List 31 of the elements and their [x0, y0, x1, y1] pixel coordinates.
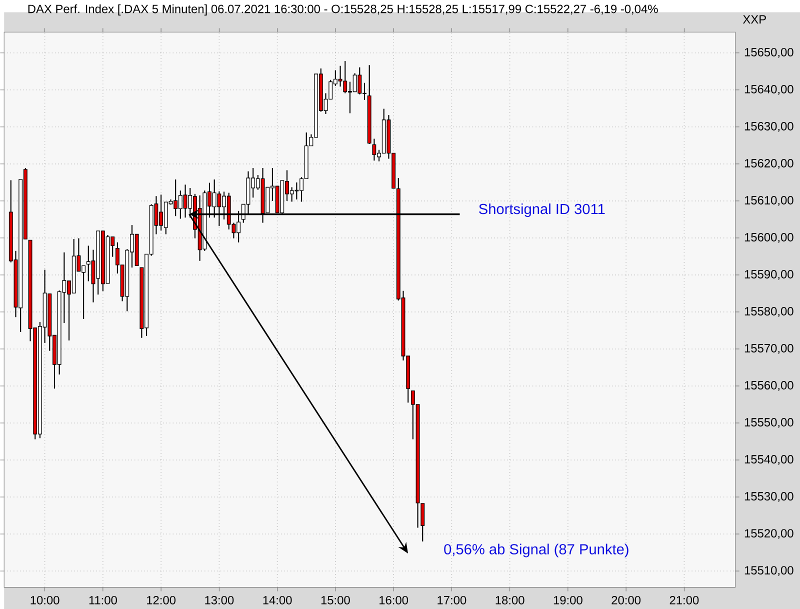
y-tick-label: 15610,00	[744, 196, 794, 206]
x-tick-label: 17:00	[438, 596, 466, 604]
chart-title: DAX Perf. Index [.DAX 5 Minuten] 06.07.2021 16:30:00 - O:15528,25 H:15528,25 L:15517,99 C:15522,27 -6,19 -0,04%	[28, 4, 658, 16]
x-tick-label: 16:00	[380, 596, 408, 604]
y-tick-label: 15630,00	[744, 122, 794, 132]
y-tick-label: 15540,00	[744, 454, 794, 465]
y-tick-label: 15620,00	[744, 158, 794, 169]
y-tick-label: 15570,00	[744, 344, 794, 354]
x-tick-label: 11:00	[89, 596, 117, 604]
y-tick-label: 15580,00	[744, 306, 794, 317]
y-tick-label: 15590,00	[744, 270, 794, 280]
y-tick-label: 15520,00	[744, 528, 794, 539]
x-tick-label: 14:00	[263, 596, 292, 604]
x-tick-label: 18:00	[496, 596, 524, 604]
text: XXP	[742, 15, 766, 24]
y-tick-label: 15560,00	[744, 380, 794, 391]
annotation: 0,56% ab Signal (87 Punkte)	[444, 544, 628, 558]
y-tick-label: 15650,00	[744, 48, 794, 58]
x-tick-label: 19:00	[554, 596, 582, 604]
x-tick-label: 10:00	[30, 596, 60, 604]
y-tick-label: 15550,00	[744, 418, 794, 428]
y-tick-label: 15600,00	[744, 232, 794, 243]
annotation: Shortsignal ID 3011	[479, 203, 605, 217]
y-tick-label: 15640,00	[744, 84, 794, 95]
x-tick-label: 21:00	[670, 596, 699, 604]
x-tick-label: 15:00	[321, 596, 350, 604]
y-tick-label: 15530,00	[744, 492, 794, 502]
x-tick-label: 20:00	[612, 596, 641, 604]
x-tick-label: 13:00	[205, 596, 234, 604]
x-tick-label: 12:00	[147, 596, 176, 604]
y-tick-label: 15510,00	[744, 566, 794, 576]
